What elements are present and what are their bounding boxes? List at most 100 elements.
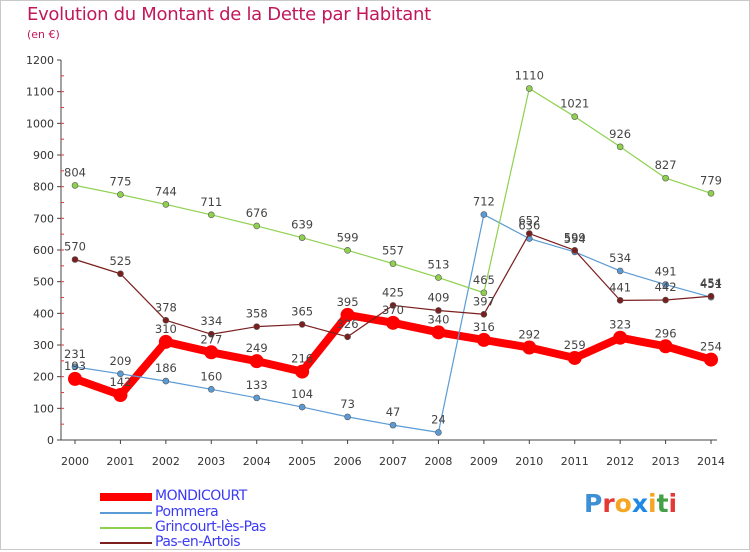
data-point: [616, 143, 624, 151]
y-tick-label: 0: [47, 434, 54, 447]
y-tick-label: 400: [33, 307, 54, 320]
data-label: 1110: [515, 69, 544, 83]
data-point: [571, 113, 579, 120]
data-point: [295, 364, 310, 379]
x-tick-label: 2008: [424, 455, 452, 468]
data-point: [658, 339, 673, 354]
data-label: 465: [473, 273, 495, 287]
data-point: [117, 270, 124, 278]
data-point: [662, 174, 669, 182]
data-label: 594: [564, 232, 586, 246]
data-label: 231: [64, 347, 86, 361]
legend-label: Pas-en-Artois: [155, 534, 241, 550]
data-label: 599: [337, 230, 359, 244]
data-point: [707, 292, 715, 300]
data-label: 193: [64, 359, 86, 373]
data-point: [204, 345, 219, 360]
data-label: 513: [427, 258, 449, 272]
data-point: [68, 371, 82, 386]
data-label: 775: [109, 175, 131, 189]
proxiti-logo: Proxiti: [584, 489, 678, 518]
data-label: 534: [609, 251, 631, 265]
legend-swatch: [100, 527, 152, 529]
legend-swatch: [100, 542, 152, 544]
data-label: 454: [700, 276, 722, 290]
data-point: [704, 352, 719, 367]
data-label: 639: [291, 218, 313, 232]
legend-label: MONDICOURT: [155, 488, 247, 504]
data-label: 599: [564, 230, 586, 244]
x-tick-label: 2003: [197, 455, 225, 468]
data-label: 395: [337, 295, 359, 309]
data-label: 676: [246, 206, 268, 220]
x-tick-label: 2007: [379, 455, 407, 468]
data-label: 334: [200, 314, 222, 328]
y-tick-label: 1000: [26, 117, 54, 130]
data-point: [613, 330, 628, 345]
x-tick-label: 2002: [152, 455, 180, 468]
data-label: 24: [431, 412, 446, 426]
data-label: 441: [609, 280, 631, 294]
chart-axes: 0 100 200 300 400 500 600 700 800 900 1000 1100 1200…: [26, 54, 725, 468]
data-point: [344, 247, 351, 254]
data-label: 409: [427, 290, 449, 304]
data-label: 292: [518, 328, 540, 342]
data-label: 216: [291, 352, 313, 366]
data-point: [162, 316, 170, 324]
data-point: [476, 332, 491, 347]
data-label: 365: [291, 304, 313, 318]
x-tick-label: 2001: [106, 455, 134, 468]
series-layer: [68, 85, 719, 436]
y-tick-label: 500: [33, 276, 54, 289]
data-label: 142: [109, 375, 131, 389]
x-tick-label: 2005: [288, 455, 316, 468]
data-label: 326: [337, 317, 359, 331]
y-tick-label: 800: [33, 181, 54, 194]
data-label: 316: [473, 320, 495, 334]
data-label: 47: [386, 405, 401, 419]
data-point: [117, 191, 124, 198]
data-point: [162, 377, 170, 385]
data-point: [616, 297, 624, 304]
legend-swatch: [100, 512, 152, 514]
y-tick-label: 900: [33, 149, 54, 162]
chart-title: Evolution du Montant de la Dette par Hab…: [27, 4, 431, 25]
data-point: [389, 260, 397, 267]
data-label: 296: [655, 326, 677, 340]
data-point: [298, 234, 306, 241]
data-label: 378: [155, 300, 177, 314]
legend-label: Pommera: [155, 504, 219, 520]
data-label: 259: [564, 338, 586, 352]
x-tick-label: 2006: [334, 455, 362, 468]
data-label: 323: [609, 318, 631, 332]
data-point: [480, 310, 488, 318]
legend-label: Grincourt-lès-Pas: [155, 519, 266, 535]
data-point: [162, 201, 170, 208]
x-tick-label: 2014: [697, 455, 725, 468]
data-point: [480, 289, 488, 297]
data-label: 804: [64, 165, 86, 179]
data-label: 160: [200, 369, 222, 383]
data-label: 397: [473, 294, 495, 308]
data-label: 1021: [560, 97, 589, 111]
data-label: 340: [427, 312, 449, 326]
data-point: [207, 330, 215, 338]
data-point: [431, 325, 446, 340]
y-tick-label: 700: [33, 212, 54, 225]
chart-subtitle: (en €): [27, 28, 60, 41]
data-point: [389, 421, 397, 429]
x-tick-label: 2000: [61, 455, 89, 468]
data-label: 712: [473, 195, 495, 209]
data-label: 827: [655, 158, 677, 172]
data-point: [207, 386, 215, 393]
data-label: 277: [200, 332, 222, 346]
data-point: [435, 307, 442, 314]
data-point: [249, 354, 264, 369]
data-label: 557: [382, 244, 404, 258]
x-tick-label: 2004: [243, 455, 271, 468]
x-tick-label: 2011: [561, 455, 589, 468]
data-label: 186: [155, 361, 177, 375]
data-point: [71, 182, 79, 189]
data-point: [207, 211, 215, 219]
